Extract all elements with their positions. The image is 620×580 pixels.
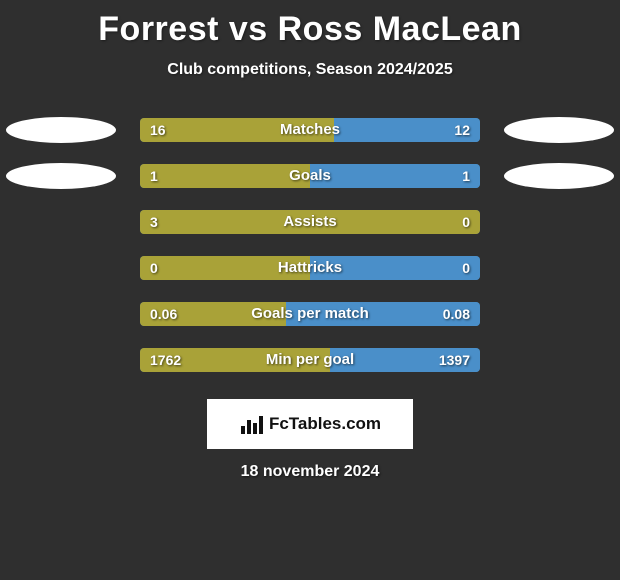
stat-bar-right-fill bbox=[310, 256, 480, 280]
comparison-title: Forrest vs Ross MacLean bbox=[0, 0, 620, 49]
stat-right-value: 0 bbox=[462, 256, 470, 280]
stat-row: 0 Hattricks 0 bbox=[0, 245, 620, 291]
stat-bar-left-fill bbox=[140, 118, 334, 142]
comparison-rows: 16 Matches 12 1 Goals 1 3 Assists 0 0 bbox=[0, 107, 620, 383]
stat-right-value: 1 bbox=[462, 164, 470, 188]
stat-bar-track bbox=[140, 164, 480, 188]
comparison-subtitle: Club competitions, Season 2024/2025 bbox=[0, 61, 620, 79]
stat-bar-track bbox=[140, 210, 480, 234]
stat-row: 0.06 Goals per match 0.08 bbox=[0, 291, 620, 337]
stat-bar-left-fill bbox=[140, 210, 480, 234]
stat-bar-track bbox=[140, 256, 480, 280]
stat-bar-track bbox=[140, 302, 480, 326]
stat-bar-track bbox=[140, 118, 480, 142]
stat-bar-track bbox=[140, 348, 480, 372]
left-indicator-ellipse bbox=[6, 117, 116, 143]
stat-bar-left-fill bbox=[140, 164, 310, 188]
stat-right-value: 12 bbox=[454, 118, 470, 142]
stat-right-value: 0.08 bbox=[443, 302, 470, 326]
stat-left-value: 16 bbox=[150, 118, 166, 142]
stat-left-value: 0 bbox=[150, 256, 158, 280]
right-indicator-ellipse bbox=[504, 163, 614, 189]
stat-bar-left-fill bbox=[140, 256, 310, 280]
stat-left-value: 1 bbox=[150, 164, 158, 188]
brand-text: FcTables.com bbox=[269, 414, 381, 434]
stat-right-value: 0 bbox=[462, 210, 470, 234]
stat-left-value: 0.06 bbox=[150, 302, 177, 326]
stat-left-value: 3 bbox=[150, 210, 158, 234]
stat-row: 3 Assists 0 bbox=[0, 199, 620, 245]
stat-row: 1762 Min per goal 1397 bbox=[0, 337, 620, 383]
stat-right-value: 1397 bbox=[439, 348, 470, 372]
brand-bars-icon bbox=[239, 412, 263, 436]
stat-bar-right-fill bbox=[310, 164, 480, 188]
stat-row: 16 Matches 12 bbox=[0, 107, 620, 153]
stat-left-value: 1762 bbox=[150, 348, 181, 372]
left-indicator-ellipse bbox=[6, 163, 116, 189]
brand-logo: FcTables.com bbox=[207, 399, 413, 449]
comparison-date: 18 november 2024 bbox=[0, 463, 620, 481]
right-indicator-ellipse bbox=[504, 117, 614, 143]
stat-row: 1 Goals 1 bbox=[0, 153, 620, 199]
